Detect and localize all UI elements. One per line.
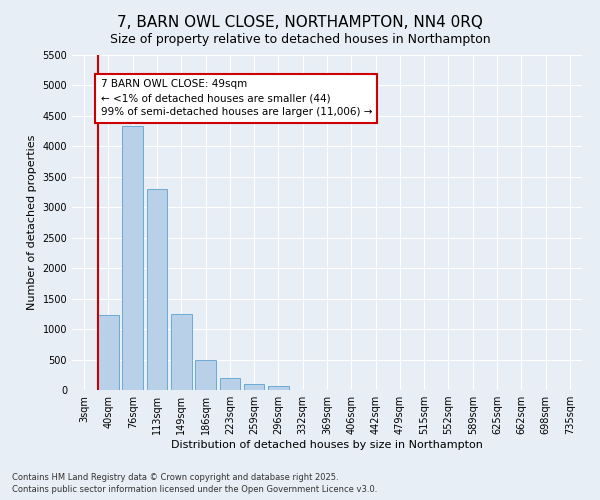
Text: 7, BARN OWL CLOSE, NORTHAMPTON, NN4 0RQ: 7, BARN OWL CLOSE, NORTHAMPTON, NN4 0RQ [117,15,483,30]
Bar [268,386,289,390]
Y-axis label: Number of detached properties: Number of detached properties [27,135,37,310]
Bar [195,360,216,390]
Bar [146,189,167,390]
Bar [122,126,143,390]
Text: 7 BARN OWL CLOSE: 49sqm
← <1% of detached houses are smaller (44)
99% of semi-de: 7 BARN OWL CLOSE: 49sqm ← <1% of detache… [101,80,372,118]
Bar [244,384,265,390]
Bar [171,314,191,390]
Bar [220,378,240,390]
Text: Contains HM Land Registry data © Crown copyright and database right 2025.
Contai: Contains HM Land Registry data © Crown c… [12,472,377,494]
X-axis label: Distribution of detached houses by size in Northampton: Distribution of detached houses by size … [171,440,483,450]
Bar [98,315,119,390]
Text: Size of property relative to detached houses in Northampton: Size of property relative to detached ho… [110,32,490,46]
